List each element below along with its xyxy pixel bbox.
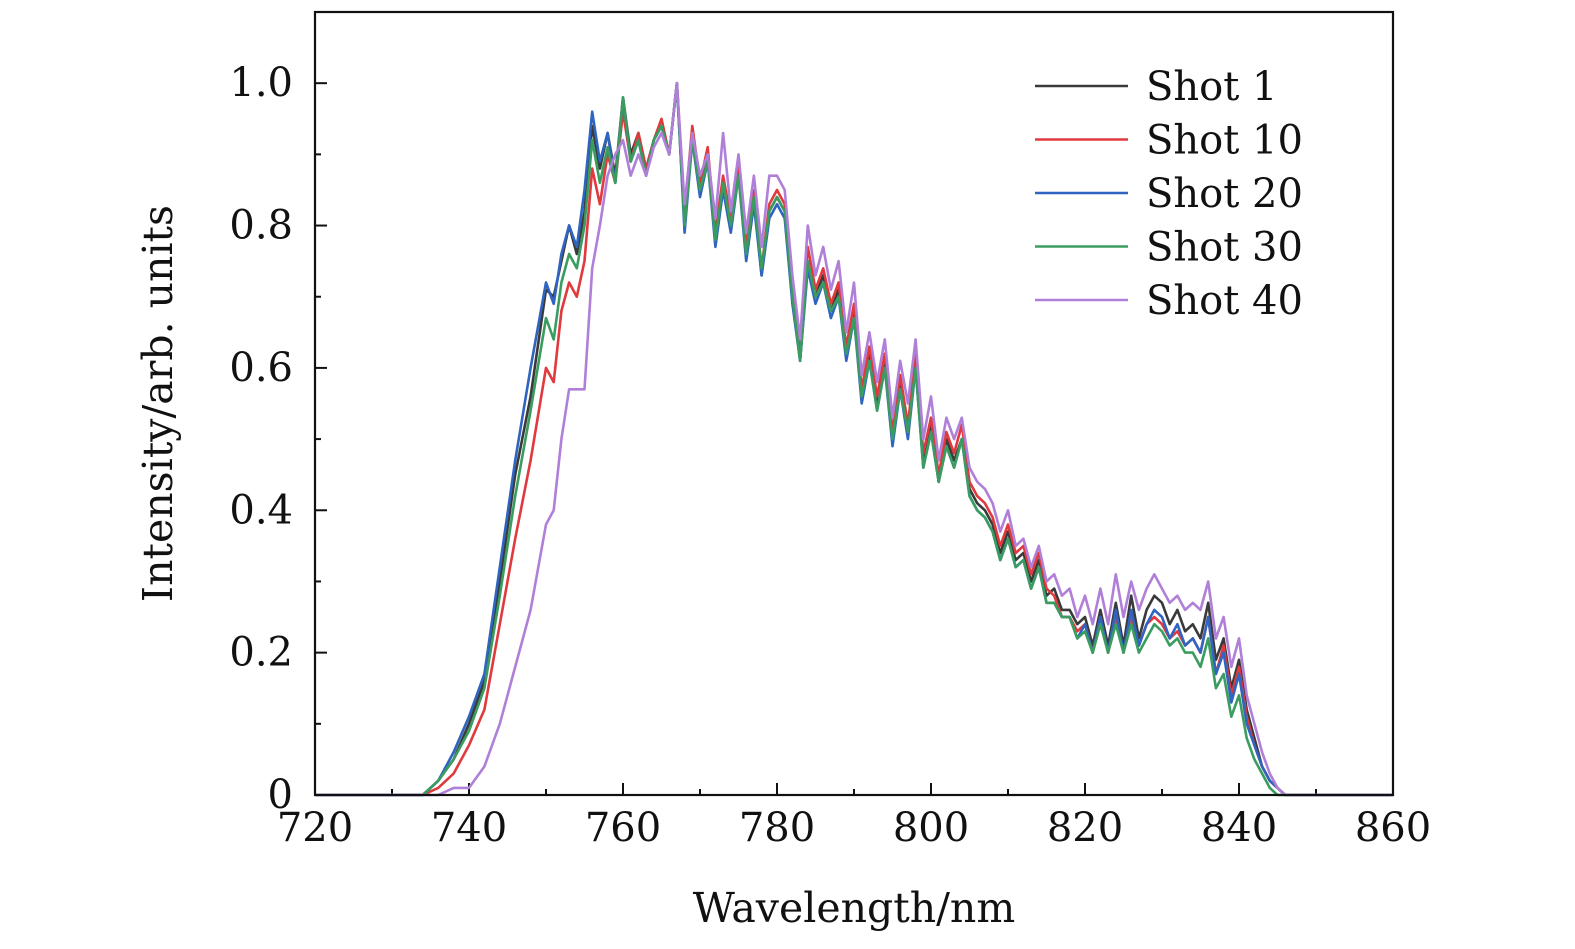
- x-axis-title: Wavelength/nm: [693, 884, 1015, 932]
- y-tick-label: 0.2: [229, 630, 293, 676]
- y-tick-label: 0: [268, 772, 293, 818]
- x-tick-label: 800: [893, 805, 969, 851]
- y-axis-title: Intensity/arb. units: [134, 205, 182, 602]
- y-tick-label: 0.6: [229, 345, 293, 391]
- x-tick-label: 780: [739, 805, 815, 851]
- legend-label-shot-20: Shot 20: [1146, 171, 1303, 217]
- x-tick-label: 720: [277, 805, 353, 851]
- legend-label-shot-40: Shot 40: [1146, 278, 1303, 324]
- legend-label-shot-30: Shot 30: [1146, 225, 1303, 271]
- y-tick-label: 1.0: [229, 60, 293, 106]
- x-tick-label: 860: [1355, 805, 1431, 851]
- tick-labels: 720 740 760 780 800 820 840 860 0 0.2 0.4 0.6 0.8 1.0: [229, 60, 1431, 851]
- x-tick-label: 820: [1047, 805, 1123, 851]
- y-tick-label: 0.4: [229, 487, 293, 533]
- series-line-shot-30: [315, 81, 1393, 797]
- plot-frame: [313, 10, 1395, 797]
- legend-label-shot-10: Shot 10: [1146, 118, 1303, 164]
- x-tick-label: 740: [431, 805, 507, 851]
- series-line-shot-40: [315, 81, 1393, 797]
- legend-label-shot-1: Shot 1: [1146, 64, 1277, 110]
- legend: Shot 1 Shot 10 Shot 20 Shot 30 Shot 40: [1035, 64, 1303, 324]
- y-tick-label: 0.8: [229, 203, 293, 249]
- x-tick-label: 840: [1201, 805, 1277, 851]
- x-tick-label: 760: [585, 805, 661, 851]
- series-lines: [315, 81, 1393, 797]
